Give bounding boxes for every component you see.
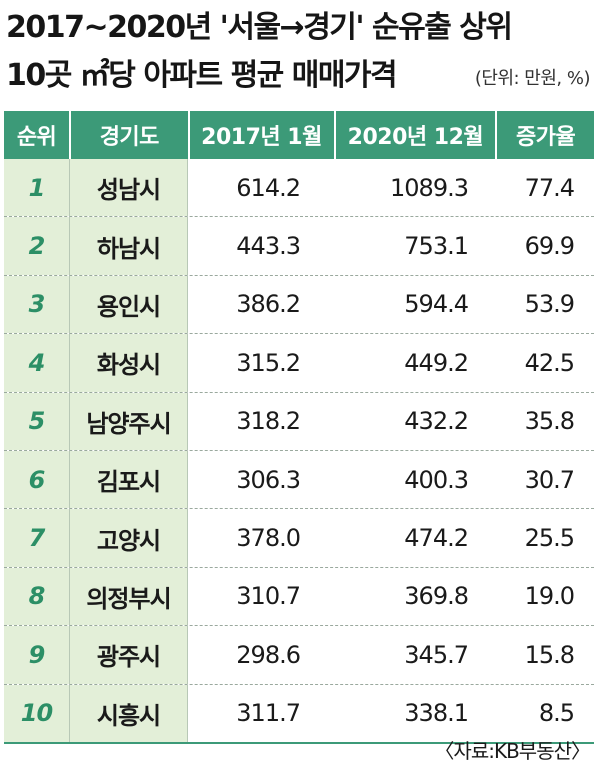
rank-cell: 7 [4,509,70,567]
rank-cell: 3 [4,275,70,334]
header-rank: 순위 [4,111,72,159]
price-2020-cell: 369.8 [404,582,469,611]
table-row: 3 용인시 386.2 594.4 53.9 [4,274,594,334]
price-2020-cell: 345.7 [404,640,469,669]
table-row: 1 성남시 614.2 1089.3 77.4 [4,159,594,217]
rank-cell: 2 [4,217,70,275]
rank-cell: 9 [4,626,70,684]
price-2017-cell: 318.2 [236,407,301,436]
table-header: 순위 경기도 2017년 1월 2020년 12월 증가율 [4,111,594,159]
price-2017-cell: 315.2 [236,348,301,377]
city-cell: 김포시 [70,450,188,509]
price-2020-cell: 753.1 [404,232,469,261]
rank-cell: 10 [4,684,70,742]
city-cell: 하남시 [70,217,188,275]
price-2020-cell: 400.3 [404,465,469,494]
price-2017-cell: 298.6 [236,640,301,669]
rank-cell: 8 [4,567,70,626]
price-2017-cell: 443.3 [236,232,301,261]
city-cell: 화성시 [70,334,188,392]
city-cell: 시흥시 [70,684,188,742]
source-credit: 〈자료:KB부동산〉 [434,739,591,763]
increase-rate-cell: 42.5 [524,348,575,377]
city-cell: 고양시 [70,509,188,567]
header-rate: 증가율 [516,125,576,150]
city-cell: 남양주시 [70,392,188,450]
table-body: 1 성남시 614.2 1089.3 77.4 2 하남시 443.3 753.… [4,159,594,744]
increase-rate-cell: 35.8 [524,407,575,436]
price-2017-cell: 614.2 [236,173,301,202]
city-cell: 광주시 [70,626,188,684]
table-row: 8 의정부시 310.7 369.8 19.0 [4,566,594,626]
table-row: 4 화성시 315.2 449.2 42.5 [4,333,594,392]
city-cell: 성남시 [70,159,188,217]
table-row: 2 하남시 443.3 753.1 69.9 [4,216,594,275]
table-row: 7 고양시 378.0 474.2 25.5 [4,508,594,567]
increase-rate-cell: 69.9 [524,232,575,261]
rank-cell: 1 [4,159,70,217]
title-line-2: 10곳 ㎡당 아파트 평균 매매가격 [6,58,398,93]
price-2020-cell: 594.4 [404,290,469,319]
price-2017-cell: 386.2 [236,290,301,319]
increase-rate-cell: 15.8 [524,640,575,669]
increase-rate-cell: 8.5 [538,699,575,728]
rank-cell: 6 [4,450,70,509]
city-cell: 용인시 [70,275,188,334]
price-2020-cell: 432.2 [404,407,469,436]
price-2017-cell: 311.7 [236,699,301,728]
price-2017-cell: 378.0 [236,524,301,553]
increase-rate-cell: 77.4 [524,173,575,202]
header-2017: 2017년 1월 [190,111,336,159]
rank-cell: 5 [4,392,70,450]
rank-cell: 4 [4,334,70,392]
price-2020-cell: 449.2 [404,348,469,377]
price-2017-cell: 306.3 [236,465,301,494]
unit-label: (단위: 만원, %) [474,68,591,89]
header-city: 경기도 [71,111,190,159]
table-row: 9 광주시 298.6 345.7 15.8 [4,625,594,684]
price-2020-cell: 1089.3 [390,173,469,202]
increase-rate-cell: 19.0 [524,582,575,611]
table-row: 10 시흥시 311.7 338.1 8.5 [4,683,594,742]
header-2020: 2020년 12월 [336,111,498,159]
city-cell: 의정부시 [70,567,188,626]
increase-rate-cell: 30.7 [524,465,575,494]
title-line-1: 2017~2020년 '서울→경기' 순유출 상위 [6,10,513,45]
price-2020-cell: 338.1 [404,699,469,728]
price-2017-cell: 310.7 [236,582,301,611]
table-row: 6 김포시 306.3 400.3 30.7 [4,449,594,509]
increase-rate-cell: 25.5 [524,524,575,553]
increase-rate-cell: 53.9 [524,290,575,319]
price-2020-cell: 474.2 [404,524,469,553]
price-table: 순위 경기도 2017년 1월 2020년 12월 증가율 1 성남시 614.… [4,111,594,744]
table-row: 5 남양주시 318.2 432.2 35.8 [4,391,594,450]
